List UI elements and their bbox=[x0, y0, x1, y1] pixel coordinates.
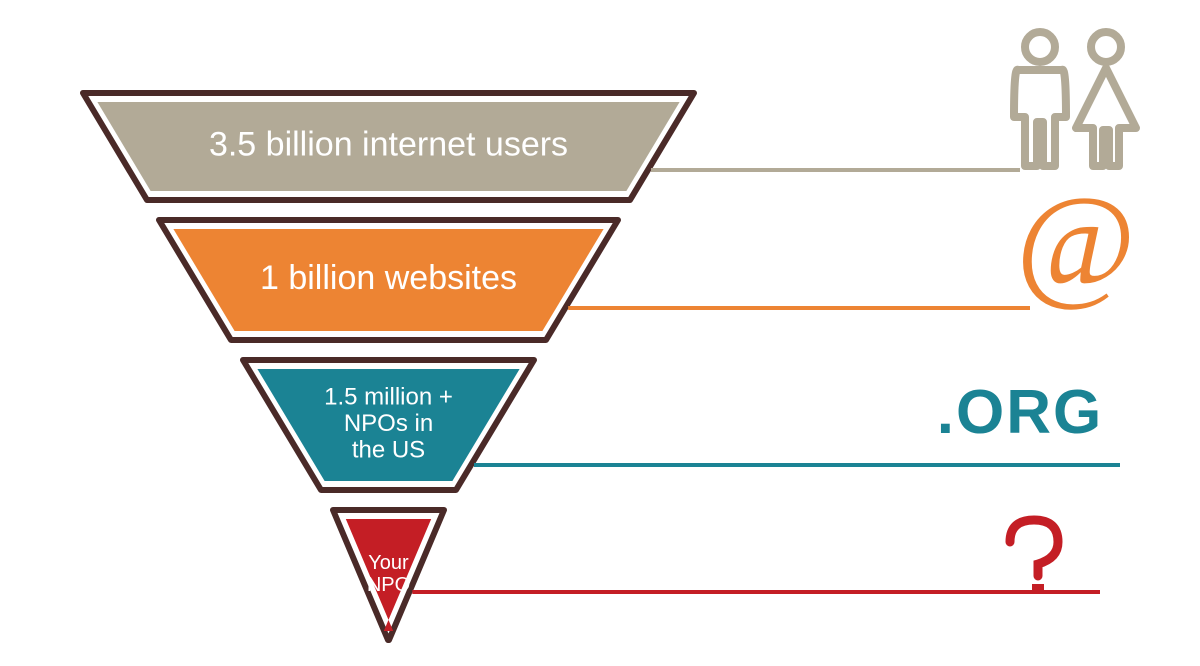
segment-label: 1 billion websites bbox=[260, 259, 517, 297]
org-icon: .ORG bbox=[937, 378, 1103, 447]
at-icon: @ bbox=[1016, 170, 1136, 314]
funnel-segment-internet-users: 3.5 billion internet users bbox=[83, 93, 1020, 200]
funnel-segment-your-npo: YourNPO bbox=[333, 510, 1100, 640]
segment-label: YourNPO bbox=[367, 552, 410, 596]
segment-label: 3.5 billion internet users bbox=[209, 125, 568, 163]
funnel-segment-websites: 1 billion websites bbox=[159, 220, 1030, 340]
people-icon bbox=[1014, 32, 1136, 166]
question-icon bbox=[1010, 520, 1058, 593]
